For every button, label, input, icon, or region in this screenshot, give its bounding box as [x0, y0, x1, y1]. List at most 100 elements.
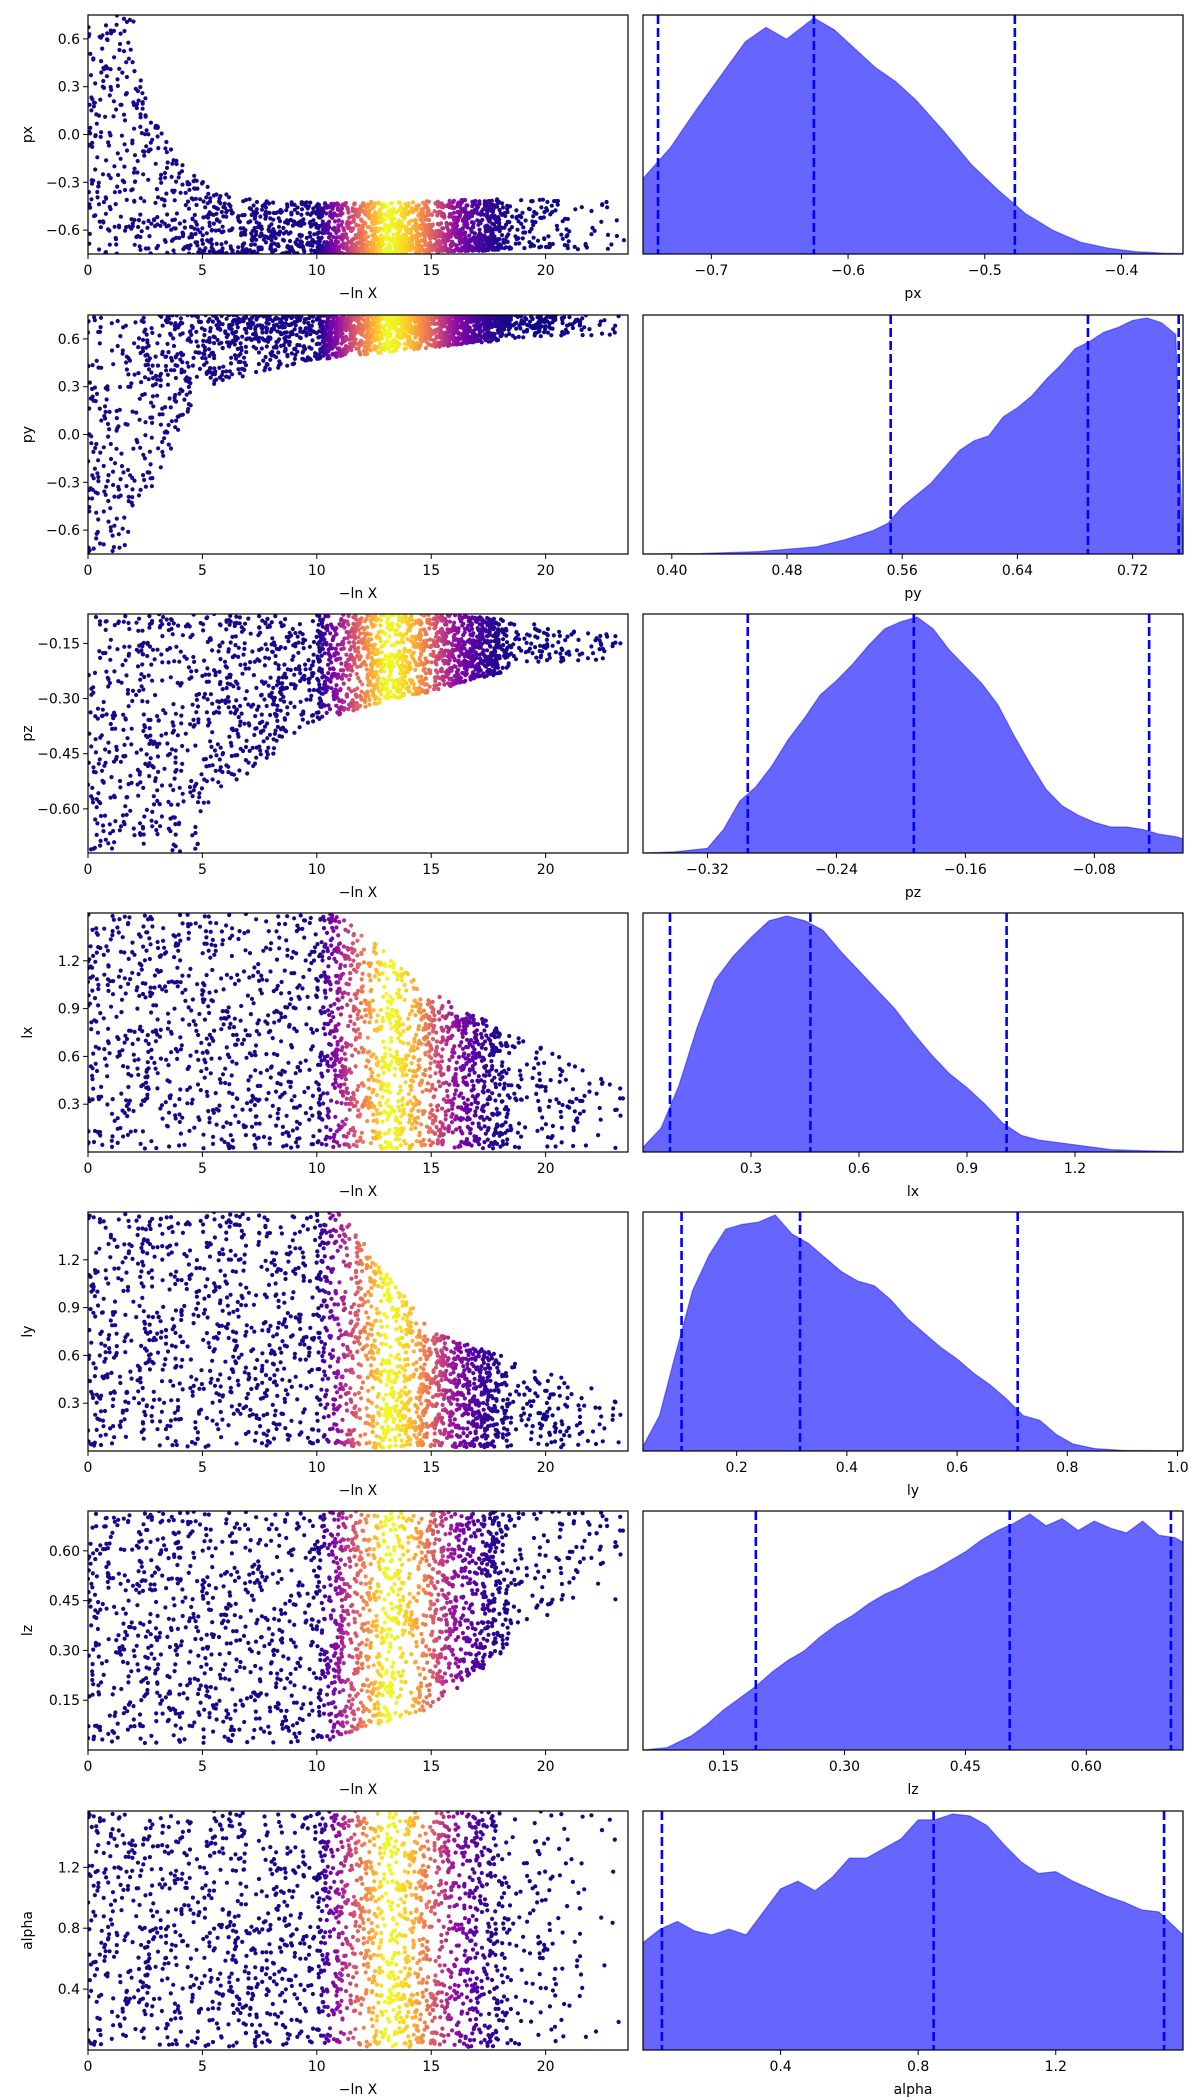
- scatter-point: [124, 60, 129, 65]
- scatter-point: [198, 319, 204, 325]
- scatter-point: [155, 377, 160, 382]
- scatter-point: [444, 225, 450, 230]
- scatter-point: [336, 228, 341, 233]
- scatter-point: [201, 800, 206, 805]
- scatter-point: [483, 333, 488, 338]
- scatter-point: [146, 358, 151, 363]
- scatter-point: [132, 833, 137, 838]
- scatter-point: [292, 361, 297, 366]
- scatter-point: [464, 203, 469, 208]
- scatter-point: [170, 218, 175, 223]
- scatter-point: [418, 337, 423, 342]
- scatter-point: [88, 190, 91, 195]
- scatter-point: [257, 658, 262, 664]
- scatter-point: [134, 750, 139, 755]
- scatter-point: [280, 315, 285, 320]
- scatter-point: [208, 326, 213, 331]
- scatter-point: [187, 785, 193, 790]
- scatter-point: [171, 190, 176, 195]
- scatter-point: [254, 317, 259, 322]
- y-tick-label: −0.3: [46, 475, 80, 491]
- scatter-point: [124, 74, 129, 80]
- scatter-point: [452, 248, 457, 254]
- scatter-panel-py: 0 5 10 15 20−0.6−0.30.00.30.6−ln Xpy: [20, 314, 629, 602]
- scatter-point: [589, 644, 594, 649]
- scatter-point: [300, 641, 305, 646]
- scatter-point: [228, 361, 234, 366]
- scatter-point: [324, 250, 329, 254]
- scatter-point: [138, 234, 143, 240]
- scatter-point: [260, 203, 265, 208]
- scatter-point: [368, 241, 373, 246]
- scatter-point: [283, 220, 288, 225]
- scatter-point: [191, 654, 196, 660]
- scatter-point: [237, 723, 242, 728]
- scatter-point: [544, 206, 549, 211]
- scatter-point: [500, 201, 505, 206]
- scatter-point: [168, 147, 174, 152]
- scatter-point: [300, 717, 305, 722]
- scatter-point: [386, 345, 391, 350]
- scatter-point: [375, 331, 380, 336]
- scatter-point: [324, 321, 329, 326]
- scatter-point: [353, 337, 358, 342]
- scatter-point: [308, 243, 313, 248]
- scatter-point: [96, 180, 101, 185]
- scatter-point: [130, 698, 135, 704]
- scatter-point: [106, 473, 111, 478]
- scatter-point: [295, 634, 300, 639]
- scatter-point: [406, 342, 411, 347]
- scatter-point: [142, 477, 147, 482]
- scatter-point: [106, 498, 111, 504]
- scatter-point: [365, 351, 370, 356]
- scatter-point: [156, 146, 161, 151]
- scatter-point: [164, 354, 169, 359]
- scatter-point: [185, 182, 190, 187]
- scatter-point: [163, 405, 168, 410]
- scatter-point: [550, 316, 556, 321]
- scatter-point: [105, 421, 111, 427]
- scatter-point: [384, 619, 390, 625]
- scatter-point: [165, 250, 170, 254]
- scatter-point: [512, 322, 517, 327]
- scatter-point: [96, 517, 101, 522]
- scatter-point: [353, 207, 359, 212]
- scatter-point: [518, 321, 524, 326]
- scatter-point: [372, 238, 377, 243]
- scatter-point: [163, 146, 168, 151]
- scatter-point: [214, 205, 219, 211]
- scatter-point: [310, 619, 315, 624]
- scatter-point: [616, 315, 621, 319]
- scatter-point: [211, 193, 216, 198]
- scatter-point: [145, 225, 150, 230]
- scatter-point: [263, 216, 268, 221]
- scatter-point: [524, 640, 529, 646]
- scatter-point: [500, 205, 506, 210]
- scatter-point: [248, 660, 253, 665]
- scatter-point: [301, 217, 306, 222]
- scatter-point: [140, 91, 145, 96]
- scatter-point: [439, 319, 444, 324]
- scatter-point: [523, 230, 528, 235]
- scatter-point: [533, 331, 539, 336]
- scatter-point: [331, 244, 336, 249]
- scatter-point: [517, 241, 522, 246]
- scatter-point: [516, 334, 521, 339]
- scatter-point: [99, 768, 105, 773]
- scatter-point: [221, 364, 226, 369]
- scatter-point: [206, 368, 211, 374]
- scatter-point: [153, 161, 158, 166]
- scatter-point: [415, 346, 420, 351]
- scatter-point: [110, 469, 116, 474]
- scatter-point: [99, 59, 104, 64]
- scatter-point: [261, 315, 266, 319]
- scatter-point: [93, 167, 98, 172]
- scatter-point: [116, 532, 121, 537]
- scatter-point: [501, 237, 506, 242]
- scatter-point: [180, 163, 185, 168]
- scatter-point: [129, 726, 134, 731]
- scatter-point: [372, 219, 377, 225]
- scatter-point: [135, 440, 140, 445]
- scatter-point: [112, 494, 117, 499]
- scatter-point: [192, 659, 197, 665]
